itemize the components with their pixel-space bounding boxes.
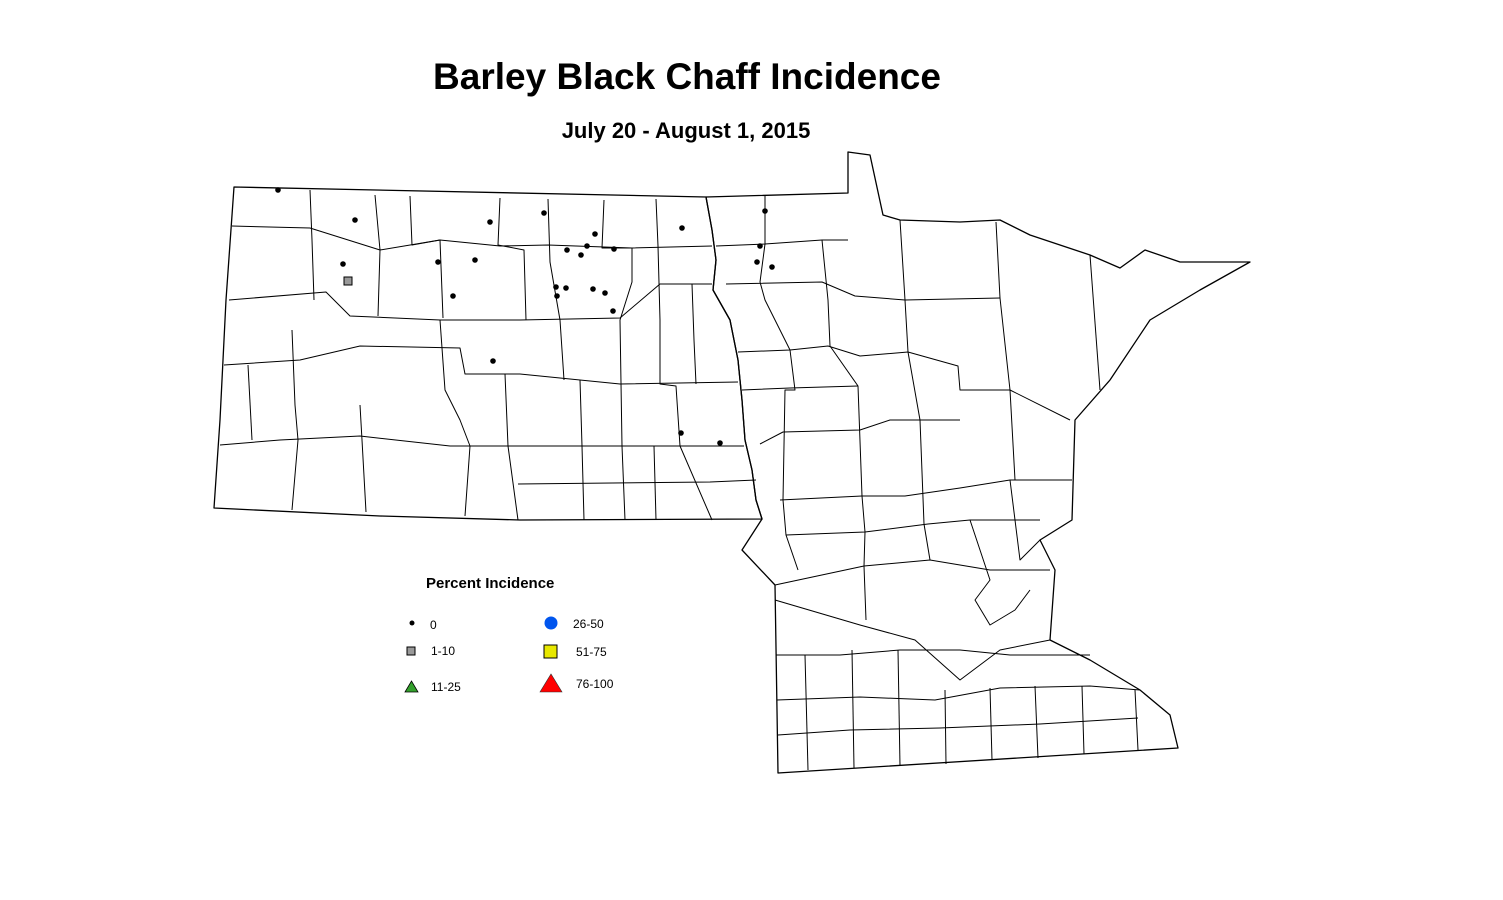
north-dakota-outline [213, 186, 763, 521]
map-title: Barley Black Chaff Incidence [433, 56, 941, 97]
observation-marker [487, 219, 493, 225]
observation-marker [679, 225, 685, 231]
legend-symbol-1-10 [406, 646, 416, 656]
observation-marker [678, 430, 684, 436]
observation-marker [340, 261, 346, 267]
observation-marker [554, 293, 560, 299]
observation-marker [563, 285, 569, 291]
observation-marker [762, 208, 768, 214]
legend-label: 51-75 [576, 645, 607, 659]
legend-symbol-0 [409, 620, 415, 626]
legend-label: 1-10 [431, 644, 456, 658]
observation-marker [564, 247, 570, 253]
observation-marker [541, 210, 547, 216]
observation-marker [602, 290, 608, 296]
observation-marker [592, 231, 598, 237]
observation-marker [472, 257, 478, 263]
legend-label: 11-25 [431, 680, 461, 694]
observation-marker [754, 259, 760, 265]
observation-marker [578, 252, 584, 258]
legend-title: Percent Incidence [426, 575, 555, 592]
observation-marker [275, 187, 281, 193]
observation-marker [490, 358, 496, 364]
observation-points [275, 187, 775, 446]
legend-symbol-26-50 [544, 616, 558, 630]
observation-marker [584, 243, 590, 249]
legend-label: 0 [430, 618, 437, 632]
legend-label: 26-50 [573, 617, 604, 631]
observation-marker [352, 217, 358, 223]
legend-symbols [404, 616, 563, 693]
legend-symbol-76-100 [539, 673, 563, 693]
observation-marker [450, 293, 456, 299]
observation-marker [553, 284, 559, 290]
observation-marker [611, 246, 617, 252]
minnesota-outline [705, 151, 1251, 774]
observation-marker [610, 308, 616, 314]
observation-marker [590, 286, 596, 292]
map-subtitle: July 20 - August 1, 2015 [561, 118, 811, 143]
legend-label: 76-100 [576, 677, 614, 691]
county-lines [219, 189, 757, 521]
observation-marker [717, 440, 723, 446]
observation-marker [435, 259, 441, 265]
legend-symbol-11-25 [404, 680, 419, 693]
observation-marker [757, 243, 763, 249]
observation-marker [343, 276, 353, 286]
observation-marker [769, 264, 775, 270]
legend-symbol-51-75 [543, 644, 558, 659]
